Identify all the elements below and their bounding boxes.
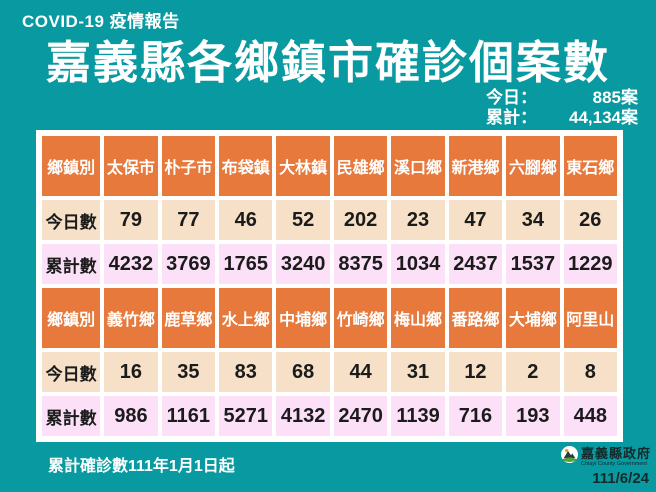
case-count-cell: 716 — [448, 396, 503, 436]
township-name-cell: 竹崎鄉 — [333, 288, 388, 348]
case-count-cell: 34 — [506, 200, 560, 240]
case-count-cell: 16 — [104, 352, 158, 392]
row-label-cell: 累計數 — [42, 396, 101, 436]
case-count-cell: 4232 — [104, 244, 158, 284]
case-count-cell: 46 — [219, 200, 273, 240]
township-name-cell: 鹿草鄉 — [161, 288, 216, 348]
township-name-cell: 溪口鄉 — [391, 136, 445, 196]
township-name-cell: 民雄鄉 — [333, 136, 388, 196]
case-count-cell: 79 — [104, 200, 158, 240]
cumulative-count-row: 累計數 986 1161 5271 4132 2470 1139 716 193 448 — [42, 396, 617, 436]
township-name-cell: 梅山鄉 — [391, 288, 445, 348]
case-count-cell: 68 — [276, 352, 330, 392]
gov-name: 嘉義縣政府 — [580, 446, 651, 461]
today-count-row: 今日數 16 35 83 68 44 31 12 2 8 — [42, 352, 617, 392]
case-count-cell: 1765 — [219, 244, 273, 284]
case-count-cell: 8 — [563, 352, 617, 392]
row-label-cell: 今日數 — [42, 200, 101, 240]
case-count-cell: 1139 — [391, 396, 445, 436]
row-label-cell: 累計數 — [42, 244, 101, 284]
township-name-cell: 大埔鄉 — [506, 288, 560, 348]
today-total-label: 今日： — [486, 88, 537, 107]
case-count-cell: 26 — [563, 200, 617, 240]
case-count-cell: 1537 — [506, 244, 560, 284]
case-count-cell: 3240 — [276, 244, 330, 284]
report-type-label: COVID-19 疫情報告 — [22, 12, 180, 31]
case-count-cell: 44 — [333, 352, 388, 392]
footer-note: 累計確診數111年1月1日起 — [48, 458, 235, 475]
township-name-cell: 番路鄉 — [448, 288, 503, 348]
township-name-cell: 阿里山 — [563, 288, 617, 348]
page-title: 嘉義縣各鄉鎮市確診個案數 — [45, 37, 610, 88]
case-count-cell: 83 — [219, 352, 273, 392]
case-count-cell: 4132 — [276, 396, 330, 436]
case-count-cell: 193 — [506, 396, 560, 436]
case-count-cell: 2470 — [333, 396, 388, 436]
case-count-cell: 202 — [333, 200, 388, 240]
case-count-cell: 77 — [161, 200, 216, 240]
cumulative-total-value: 44,134案 — [569, 107, 638, 127]
cumulative-count-row: 累計數 4232 3769 1765 3240 8375 1034 2437 1537 1229 — [42, 244, 617, 284]
case-count-cell: 8375 — [333, 244, 388, 284]
row-label-cell: 今日數 — [42, 352, 101, 392]
township-name-cell: 朴子市 — [161, 136, 216, 196]
case-count-cell: 3769 — [161, 244, 216, 284]
township-header-row: 鄉鎮別 太保市 朴子市 布袋鎮 大林鎮 民雄鄉 溪口鄉 新港鄉 六腳鄉 東石鄉 — [42, 136, 617, 196]
case-count-cell: 23 — [391, 200, 445, 240]
township-name-cell: 太保市 — [104, 136, 158, 196]
case-count-cell: 12 — [448, 352, 503, 392]
case-count-cell: 2437 — [448, 244, 503, 284]
case-count-cell: 1161 — [161, 396, 216, 436]
township-name-cell: 中埔鄉 — [276, 288, 330, 348]
township-name-cell: 大林鎮 — [276, 136, 330, 196]
gov-text-block: 嘉義縣政府 Chiayi County Government — [580, 446, 651, 468]
row-label-cell: 鄉鎮別 — [42, 288, 101, 348]
township-name-cell: 水上鄉 — [219, 288, 273, 348]
case-count-cell: 1229 — [563, 244, 617, 284]
case-table-frame: 鄉鎮別 太保市 朴子市 布袋鎮 大林鎮 民雄鄉 溪口鄉 新港鄉 六腳鄉 東石鄉 今日數 79 77 46 5… — [36, 130, 623, 442]
township-name-cell: 六腳鄉 — [506, 136, 560, 196]
case-count-cell: 52 — [276, 200, 330, 240]
chiayi-county-logo-icon — [560, 446, 578, 468]
today-total-line: 今日： 885案 — [486, 88, 638, 108]
case-count-cell: 986 — [104, 396, 158, 436]
cumulative-total-label: 累計： — [486, 107, 537, 127]
case-count-cell: 2 — [506, 352, 560, 392]
case-count-cell: 5271 — [219, 396, 273, 436]
today-total-value: 885案 — [592, 88, 638, 107]
case-count-cell: 1034 — [391, 244, 445, 284]
today-count-row: 今日數 79 77 46 52 202 23 47 34 26 — [42, 200, 617, 240]
case-count-cell: 47 — [448, 200, 503, 240]
case-table: 鄉鎮別 太保市 朴子市 布袋鎮 大林鎮 民雄鄉 溪口鄉 新港鄉 六腳鄉 東石鄉 今日數 79 77 46 5… — [38, 132, 621, 440]
township-name-cell: 布袋鎮 — [219, 136, 273, 196]
case-count-cell: 448 — [563, 396, 617, 436]
row-label-cell: 鄉鎮別 — [42, 136, 101, 196]
gov-name-en: Chiayi County Government — [580, 461, 648, 467]
township-header-row: 鄉鎮別 義竹鄉 鹿草鄉 水上鄉 中埔鄉 竹崎鄉 梅山鄉 番路鄉 大埔鄉 阿里山 — [42, 288, 617, 348]
gov-signature: 嘉義縣政府 Chiayi County Government 111/6/24 — [560, 446, 651, 487]
summary-stats: 今日： 885案 累計： 44,134案 — [486, 88, 638, 127]
case-count-cell: 35 — [161, 352, 216, 392]
case-count-cell: 31 — [391, 352, 445, 392]
gov-logo-row: 嘉義縣政府 Chiayi County Government — [560, 446, 651, 468]
township-name-cell: 義竹鄉 — [104, 288, 158, 348]
township-name-cell: 東石鄉 — [563, 136, 617, 196]
township-name-cell: 新港鄉 — [448, 136, 503, 196]
cumulative-total-line: 累計： 44,134案 — [486, 108, 638, 128]
report-date: 111/6/24 — [592, 470, 649, 487]
